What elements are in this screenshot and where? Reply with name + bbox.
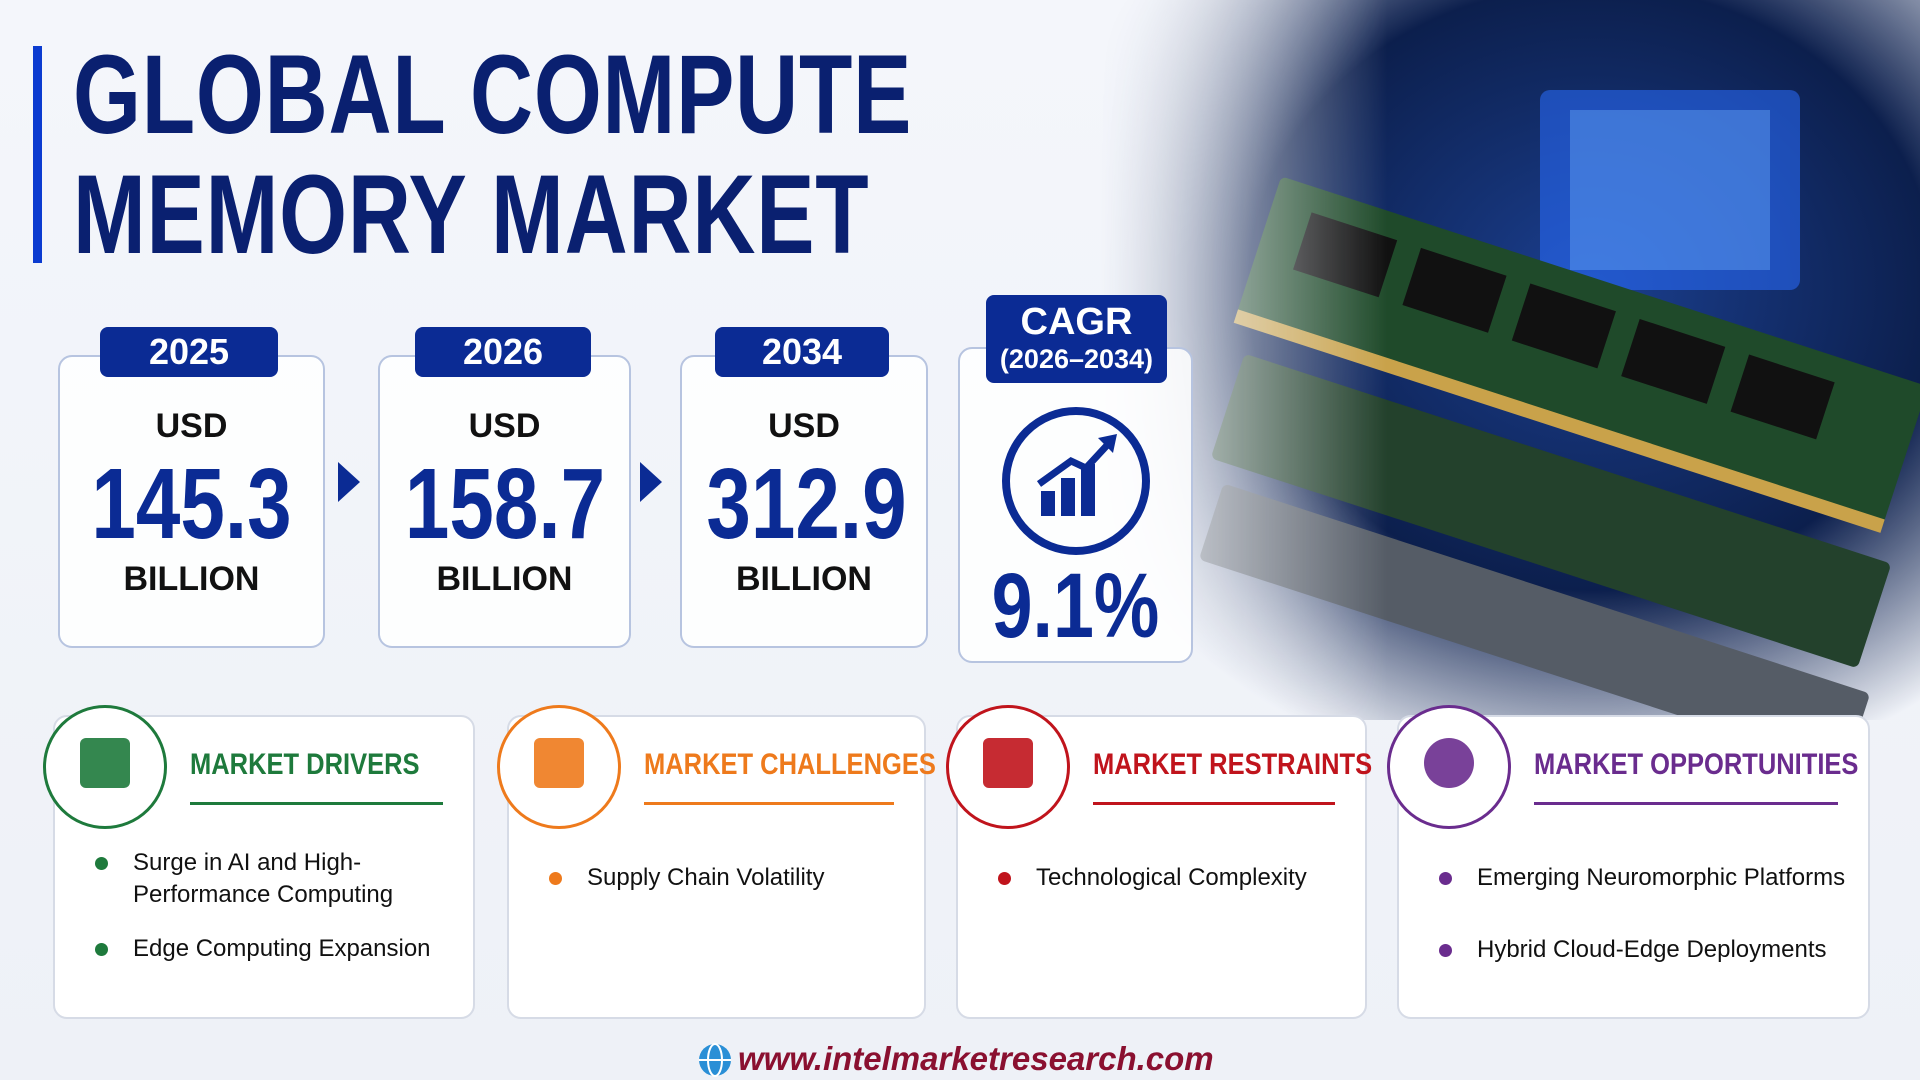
section-icon	[497, 705, 621, 829]
item-text: Supply Chain Volatility	[587, 864, 825, 891]
title-line: GLOBAL COMPUTE	[73, 32, 913, 157]
year-badge: 2026	[415, 327, 591, 377]
section-item: Hybrid Cloud-Edge Deployments	[1439, 934, 1848, 966]
bullet	[549, 872, 562, 885]
section-rule	[1093, 802, 1335, 805]
section-list: Technological Complexity	[998, 862, 1345, 916]
title-line: MEMORY MARKET	[73, 152, 870, 277]
cagr-value: 9.1%	[991, 555, 1160, 657]
section-list: Supply Chain Volatility	[549, 862, 904, 916]
section-icon	[43, 705, 167, 829]
section-item: Emerging Neuromorphic Platforms	[1439, 862, 1848, 894]
globe-icon	[699, 1043, 731, 1077]
memory-image	[1100, 0, 1920, 720]
cagr-label: CAGR	[1020, 301, 1133, 343]
bullet	[998, 872, 1011, 885]
item-text: Edge Computing Expansion	[133, 935, 431, 962]
year-badge: 2034	[715, 327, 889, 377]
section-card: MARKET RESTRAINTS Technological Complexit…	[946, 705, 1372, 1019]
section-card: MARKET CHALLENGES Supply Chain Volatility	[497, 705, 936, 1019]
stat-card: USD 312.9 BILLION	[680, 355, 928, 648]
stat-prefix: USD	[468, 407, 541, 445]
bullet	[1439, 944, 1452, 957]
bullet	[95, 857, 108, 870]
bullet	[95, 943, 108, 956]
item-text: Technological Complexity	[1036, 864, 1307, 891]
cagr-period: (2026–2034)	[999, 344, 1154, 374]
stat-card: USD 145.3 BILLION	[58, 355, 325, 648]
section-rule	[190, 802, 443, 805]
stat-value: 158.7	[404, 448, 606, 560]
section-item: Surge in AI and High-Performance Computi…	[95, 847, 453, 911]
item-text: Surge in AI and High-Performance Computi…	[133, 849, 394, 908]
section-title: MARKET DRIVERS	[190, 748, 420, 781]
icon-glyph	[1424, 738, 1474, 788]
year-badge: 2025	[100, 327, 278, 377]
stat-unit: BILLION	[736, 560, 872, 598]
item-text: Emerging Neuromorphic Platforms	[1477, 864, 1846, 891]
section-icon	[946, 705, 1070, 829]
arrow	[338, 462, 360, 502]
section-list: Surge in AI and High-Performance Computi…	[95, 847, 453, 987]
icon-glyph	[80, 738, 130, 788]
section-item: Technological Complexity	[998, 862, 1345, 894]
cagr-card: 9.1%	[958, 347, 1193, 663]
stat-unit: BILLION	[123, 560, 260, 598]
section-title: MARKET RESTRAINTS	[1093, 748, 1373, 781]
bullet	[1439, 872, 1452, 885]
stat-value: 312.9	[706, 448, 907, 560]
title-accent	[33, 46, 42, 263]
stat-unit: BILLION	[436, 560, 573, 598]
item-text: Hybrid Cloud-Edge Deployments	[1477, 936, 1827, 963]
section-item: Edge Computing Expansion	[95, 933, 453, 965]
section-title: MARKET OPPORTUNITIES	[1534, 748, 1859, 781]
footer-url: www.intelmarketresearch.com	[738, 1040, 1214, 1077]
section-item: Supply Chain Volatility	[549, 862, 904, 894]
growth-icon	[1002, 407, 1150, 555]
stat-card: USD 158.7 BILLION	[378, 355, 631, 648]
stat-prefix: USD	[155, 407, 228, 445]
section-rule	[1534, 802, 1838, 805]
arrow	[640, 462, 662, 502]
stat-prefix: USD	[768, 407, 840, 445]
stat-value: 145.3	[91, 448, 292, 560]
cagr-badge: CAGR (2026–2034)	[986, 295, 1167, 383]
section-card: MARKET OPPORTUNITIES Emerging Neuromorphi…	[1387, 705, 1870, 1019]
icon-glyph	[534, 738, 584, 788]
icon-glyph	[983, 738, 1033, 788]
section-card: MARKET DRIVERS Surge in AI and High-Perfo…	[43, 705, 475, 1019]
section-title: MARKET CHALLENGES	[644, 748, 936, 781]
section-icon	[1387, 705, 1511, 829]
section-rule	[644, 802, 894, 805]
section-list: Emerging Neuromorphic Platforms Hybrid Cl…	[1439, 862, 1848, 1006]
